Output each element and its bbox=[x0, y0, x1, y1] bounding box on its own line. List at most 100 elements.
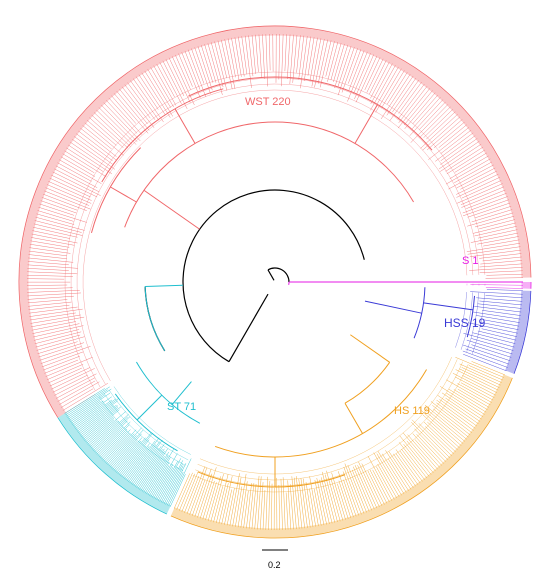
leaf-branch-st bbox=[102, 432, 130, 461]
leaf-branch-wst bbox=[334, 44, 349, 89]
leaf-branch-hs bbox=[344, 463, 365, 514]
leaf-branch-wst bbox=[201, 45, 214, 83]
leaf-branch-wst bbox=[262, 34, 265, 79]
wst-stem bbox=[143, 189, 200, 230]
st-branch-2 bbox=[136, 394, 163, 421]
leaf-branch-st bbox=[125, 440, 156, 481]
leaf-branch-hs bbox=[411, 419, 451, 459]
leaf-branch-wst bbox=[33, 325, 84, 338]
leaf-branch-hs bbox=[197, 473, 213, 518]
leaf-branch-wst bbox=[214, 41, 228, 91]
leaf-branch-st bbox=[139, 450, 165, 490]
leaf-branch-wst bbox=[462, 196, 508, 214]
leaf-branch-hs bbox=[425, 426, 454, 455]
leaf-branch-wst bbox=[27, 284, 68, 286]
leaf-branch-wst bbox=[36, 336, 85, 351]
leaf-branch-hs bbox=[439, 399, 478, 427]
leaf-branch-wst bbox=[194, 47, 211, 94]
leaf-branch-hs bbox=[376, 466, 395, 500]
leaf-branch-st bbox=[114, 440, 142, 472]
hs-subarc-2 bbox=[198, 471, 346, 488]
leaf-branch-wst bbox=[448, 164, 494, 190]
leaf-branch-hs bbox=[173, 473, 190, 509]
leaf-branch-hss bbox=[482, 310, 521, 316]
leaf-label-edge-st bbox=[57, 417, 167, 515]
leaf-branch-hs bbox=[433, 408, 469, 438]
leaf-branch-hss bbox=[462, 344, 511, 362]
leaf-branch-hs bbox=[262, 489, 266, 530]
wst-arc bbox=[124, 121, 414, 228]
leaf-branch-hs bbox=[224, 489, 232, 525]
leaf-branch-hs bbox=[300, 478, 308, 528]
leaf-branch-st bbox=[156, 460, 179, 501]
leaf-branch-wst bbox=[221, 39, 233, 90]
leaf-branch-wst bbox=[43, 355, 81, 371]
leaf-branch-hss bbox=[474, 306, 522, 313]
leaf-branch-hs bbox=[361, 463, 383, 506]
leaf-branch-st bbox=[91, 416, 128, 450]
leaf-branch-wst bbox=[147, 69, 172, 108]
leaf-branch-hs bbox=[427, 413, 464, 444]
leaf-branch-wst bbox=[337, 46, 355, 96]
leaf-branch-wst bbox=[124, 84, 151, 119]
leaf-branch-wst bbox=[52, 374, 88, 393]
st-stem bbox=[145, 284, 184, 288]
leaf-branch-wst bbox=[62, 153, 95, 173]
leaf-branch-wst bbox=[474, 206, 512, 219]
leaf-branch-wst bbox=[74, 136, 113, 165]
leaf-branch-hs bbox=[229, 473, 240, 526]
hs-stem bbox=[350, 334, 390, 363]
hss-subarc bbox=[466, 295, 476, 338]
leaf-branch-wst bbox=[364, 57, 381, 91]
leaf-branch-wst bbox=[28, 250, 67, 257]
leaf-branch-hss bbox=[477, 303, 522, 309]
leaf-branch-wst bbox=[319, 40, 332, 88]
leaf-branch-hs bbox=[268, 481, 271, 530]
leaf-branch-wst bbox=[34, 331, 82, 344]
subclade-arc-st bbox=[98, 396, 184, 471]
leaf-branch-wst bbox=[248, 35, 254, 77]
leaf-branch-wst bbox=[426, 119, 463, 151]
leaf-branch-wst bbox=[348, 49, 362, 84]
hs-subarc bbox=[214, 369, 427, 458]
leaf-branch-wst bbox=[311, 38, 322, 87]
leaf-branch-hs bbox=[289, 484, 294, 530]
leaf-branch-hss bbox=[471, 338, 514, 351]
leaf-branch-wst bbox=[479, 263, 523, 268]
leaf-branch-wst bbox=[38, 206, 87, 223]
leaf-branch-wst bbox=[45, 356, 93, 377]
clade-label-st: ST 71 bbox=[167, 401, 196, 413]
leaf-branch-wst bbox=[472, 222, 516, 234]
leaf-branch-wst bbox=[410, 104, 449, 143]
leaf-branch-hs bbox=[422, 414, 460, 448]
leaf-branch-wst bbox=[30, 314, 81, 324]
leaf-branch-hs bbox=[210, 474, 224, 522]
leaf-branch-wst bbox=[30, 240, 70, 248]
leaf-branch-hs bbox=[412, 433, 442, 466]
leaf-branch-hss bbox=[462, 350, 508, 368]
leaf-branch-wst bbox=[330, 42, 342, 81]
leaf-branch-wst bbox=[398, 86, 428, 124]
leaf-branch-wst bbox=[454, 161, 493, 183]
leaf-branch-st bbox=[143, 451, 170, 493]
subclade-arc-hss bbox=[472, 292, 485, 354]
leaf-branch-hs bbox=[471, 361, 506, 376]
leaf-branch-wst bbox=[479, 253, 522, 259]
leaf-branch-wst bbox=[144, 70, 174, 117]
leaf-branch-hs bbox=[205, 482, 217, 521]
leaf-branch-hss bbox=[479, 321, 519, 330]
leaf-branch-wst bbox=[461, 189, 506, 208]
leaf-branch-hs bbox=[427, 421, 458, 451]
leaf-branch-st bbox=[107, 427, 142, 466]
leaf-branch-wst bbox=[82, 125, 112, 150]
leaf-branch-wst bbox=[84, 122, 124, 156]
subclade-arc-hs bbox=[192, 363, 469, 493]
leaf-branch-hs bbox=[237, 473, 247, 528]
leaf-branch-wst bbox=[28, 306, 78, 314]
leaf-branch-st bbox=[165, 463, 187, 505]
leaf-branch-hs bbox=[430, 401, 473, 433]
leaf-branch-wst bbox=[29, 243, 68, 251]
leaf-branch-st bbox=[109, 429, 144, 468]
leaf-branch-wst bbox=[28, 301, 72, 307]
leaf-branch-hs bbox=[331, 472, 346, 520]
